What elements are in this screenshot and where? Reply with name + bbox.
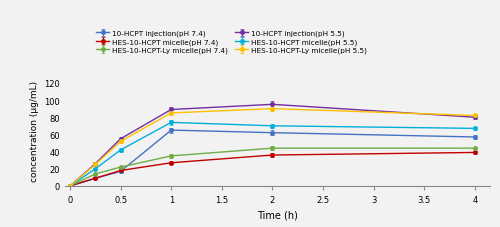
X-axis label: Time (h): Time (h): [257, 210, 298, 220]
Legend: 10-HCPT injection(pH 7.4), HES-10-HCPT micelle(pH 7.4), HES-10-HCPT-Ly micelle(p: 10-HCPT injection(pH 7.4), HES-10-HCPT m…: [94, 28, 369, 56]
Y-axis label: concentration (μg/mL): concentration (μg/mL): [30, 80, 39, 181]
